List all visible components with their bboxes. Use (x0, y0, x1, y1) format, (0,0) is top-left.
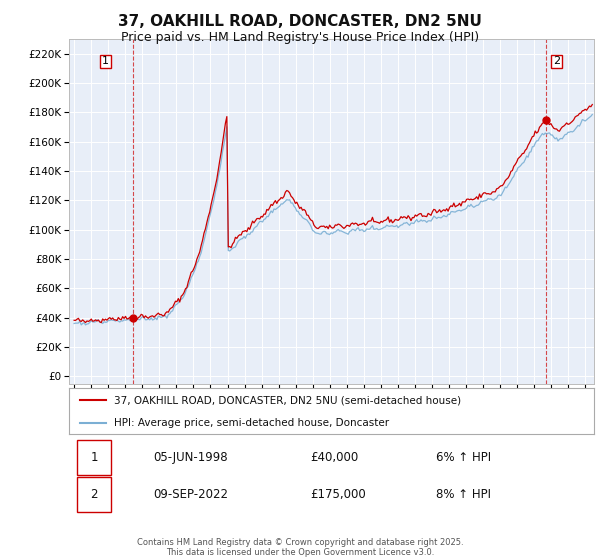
Text: 8% ↑ HPI: 8% ↑ HPI (437, 488, 491, 501)
FancyBboxPatch shape (77, 440, 111, 475)
Text: £40,000: £40,000 (311, 451, 359, 464)
Text: Price paid vs. HM Land Registry's House Price Index (HPI): Price paid vs. HM Land Registry's House … (121, 31, 479, 44)
Text: £175,000: £175,000 (311, 488, 366, 501)
Text: 2: 2 (553, 56, 560, 66)
Text: 1: 1 (91, 451, 98, 464)
Text: 09-SEP-2022: 09-SEP-2022 (153, 488, 228, 501)
Text: HPI: Average price, semi-detached house, Doncaster: HPI: Average price, semi-detached house,… (113, 418, 389, 427)
Text: 2: 2 (91, 488, 98, 501)
Text: 37, OAKHILL ROAD, DONCASTER, DN2 5NU (semi-detached house): 37, OAKHILL ROAD, DONCASTER, DN2 5NU (se… (113, 395, 461, 405)
FancyBboxPatch shape (77, 477, 111, 512)
Text: 05-JUN-1998: 05-JUN-1998 (153, 451, 227, 464)
Text: 37, OAKHILL ROAD, DONCASTER, DN2 5NU: 37, OAKHILL ROAD, DONCASTER, DN2 5NU (118, 14, 482, 29)
Text: 1: 1 (102, 56, 109, 66)
Text: 6% ↑ HPI: 6% ↑ HPI (437, 451, 491, 464)
Text: Contains HM Land Registry data © Crown copyright and database right 2025.
This d: Contains HM Land Registry data © Crown c… (137, 538, 463, 557)
